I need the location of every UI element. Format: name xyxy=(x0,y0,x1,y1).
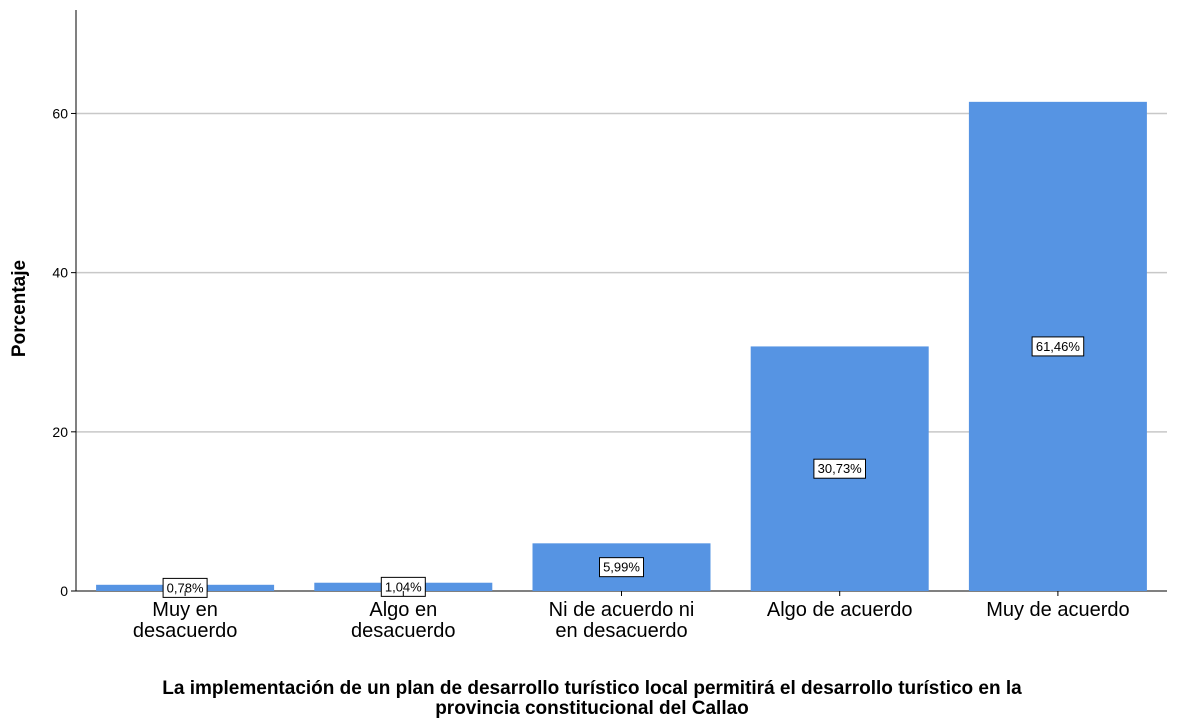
data-labels: 0,78% 1,04% 5,99% 30,73% 61,46% xyxy=(162,336,1085,598)
y-tick-label: 60 xyxy=(52,105,68,121)
x-category-label: Ni de acuerdo ni xyxy=(549,599,695,621)
x-category-label: desacuerdo xyxy=(133,620,238,642)
data-label: 0,78% xyxy=(167,580,204,595)
data-label-box xyxy=(162,577,208,598)
y-axis-title: Porcentaje xyxy=(9,260,30,357)
x-category-label: en desacuerdo xyxy=(555,620,687,642)
x-category-label: Algo en xyxy=(369,599,437,621)
data-label: 5,99% xyxy=(603,560,640,575)
x-axis-title-line-2: provincia constitucional del Callao xyxy=(435,698,749,719)
data-label-box xyxy=(1031,336,1085,357)
x-category-label: Muy en xyxy=(152,599,218,621)
data-label: 30,73% xyxy=(818,461,863,476)
data-label: 1,04% xyxy=(385,579,422,594)
y-axis-ticks: 0 20 40 60 xyxy=(52,105,76,599)
bars xyxy=(96,101,1147,591)
x-category-label: Muy de acuerdo xyxy=(986,599,1129,621)
y-tick-label: 40 xyxy=(52,265,68,281)
y-tick-label: 0 xyxy=(60,583,68,599)
x-axis-title-line-1: La implementación de un plan de desarrol… xyxy=(162,678,1022,699)
y-tick-label: 20 xyxy=(52,424,68,440)
data-label-box xyxy=(599,557,644,578)
data-label-box xyxy=(380,576,426,597)
x-category-label: Algo de acuerdo xyxy=(767,599,913,621)
data-label-box xyxy=(813,458,867,479)
x-category-label: desacuerdo xyxy=(351,620,456,642)
data-label: 61,46% xyxy=(1036,339,1081,354)
